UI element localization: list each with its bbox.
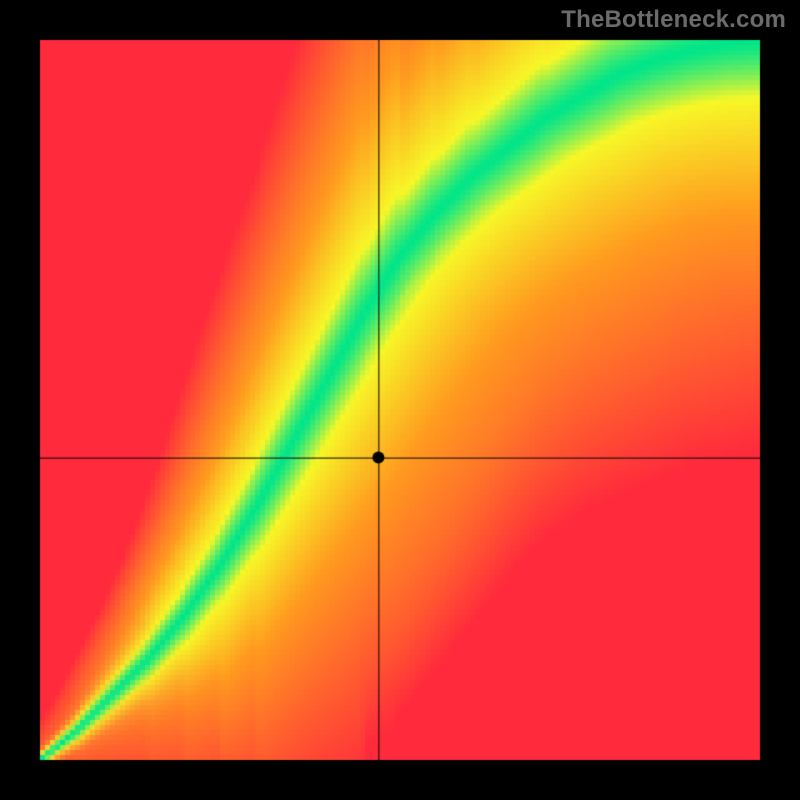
heatmap-canvas (0, 0, 800, 800)
watermark-text: TheBottleneck.com (561, 6, 786, 34)
chart-container: TheBottleneck.com (0, 0, 800, 800)
